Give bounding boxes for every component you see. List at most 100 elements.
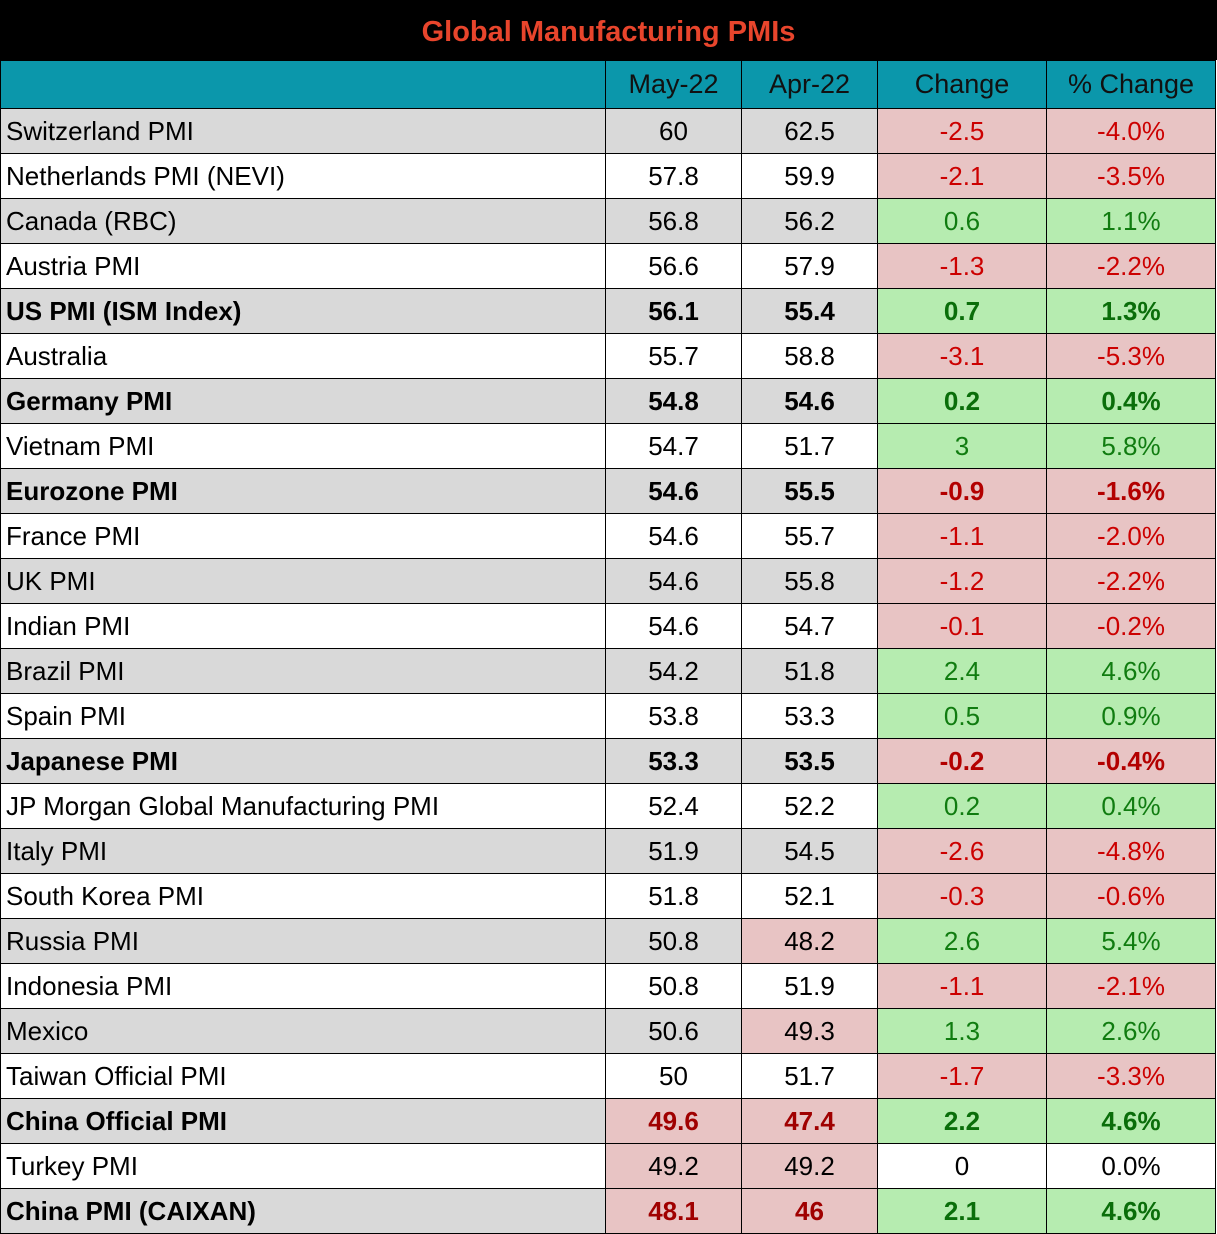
pct-change-cell: -0.4%: [1046, 738, 1216, 784]
change-cell: -3.1: [877, 333, 1047, 379]
may-value-cell: 56.1: [605, 288, 742, 334]
table-row: Japanese PMI 53.3 53.5 -0.2 -0.4%: [0, 738, 1216, 784]
pct-change-cell: 4.6%: [1046, 648, 1216, 694]
country-name-cell: Spain PMI: [0, 693, 606, 739]
country-name-cell: Indian PMI: [0, 603, 606, 649]
country-name-cell: US PMI (ISM Index): [0, 288, 606, 334]
pct-change-cell: 0.4%: [1046, 783, 1216, 829]
may-value-cell: 54.2: [605, 648, 742, 694]
may-value-cell: 53.8: [605, 693, 742, 739]
change-cell: 2.1: [877, 1188, 1047, 1234]
pct-change-cell: 0.0%: [1046, 1143, 1216, 1189]
change-cell: -1.1: [877, 963, 1047, 1009]
may-value-cell: 54.8: [605, 378, 742, 424]
country-name-cell: Indonesia PMI: [0, 963, 606, 1009]
apr-value-cell: 52.1: [741, 873, 878, 919]
change-cell: -1.7: [877, 1053, 1047, 1099]
country-name-cell: South Korea PMI: [0, 873, 606, 919]
apr-value-cell: 58.8: [741, 333, 878, 379]
apr-value-cell: 54.5: [741, 828, 878, 874]
apr-value-cell: 56.2: [741, 198, 878, 244]
change-cell: 2.2: [877, 1098, 1047, 1144]
may-value-cell: 54.6: [605, 603, 742, 649]
change-cell: -0.9: [877, 468, 1047, 514]
country-name-cell: Netherlands PMI (NEVI): [0, 153, 606, 199]
country-name-cell: Australia: [0, 333, 606, 379]
pct-change-cell: 4.6%: [1046, 1188, 1216, 1234]
table-row: US PMI (ISM Index) 56.1 55.4 0.7 1.3%: [0, 288, 1216, 334]
table-row: China PMI (CAIXAN) 48.1 46 2.1 4.6%: [0, 1188, 1216, 1234]
change-cell: 0.7: [877, 288, 1047, 334]
change-cell: 1.3: [877, 1008, 1047, 1054]
may-value-cell: 60: [605, 108, 742, 154]
change-cell: 3: [877, 423, 1047, 469]
pct-change-cell: -2.2%: [1046, 243, 1216, 289]
change-cell: -2.1: [877, 153, 1047, 199]
table-row: Mexico 50.6 49.3 1.3 2.6%: [0, 1008, 1216, 1054]
pct-change-cell: -4.0%: [1046, 108, 1216, 154]
country-name-cell: UK PMI: [0, 558, 606, 604]
pct-change-cell: -2.2%: [1046, 558, 1216, 604]
apr-value-cell: 59.9: [741, 153, 878, 199]
change-cell: -0.1: [877, 603, 1047, 649]
header-change: Change: [877, 60, 1047, 109]
may-value-cell: 57.8: [605, 153, 742, 199]
apr-value-cell: 55.4: [741, 288, 878, 334]
header-name: [0, 60, 606, 109]
may-value-cell: 54.6: [605, 558, 742, 604]
may-value-cell: 50.8: [605, 963, 742, 1009]
country-name-cell: Japanese PMI: [0, 738, 606, 784]
pct-change-cell: 0.9%: [1046, 693, 1216, 739]
table-row: Canada (RBC) 56.8 56.2 0.6 1.1%: [0, 198, 1216, 244]
pct-change-cell: 5.8%: [1046, 423, 1216, 469]
header-row: May-22 Apr-22 Change % Change: [0, 60, 1216, 109]
table-row: Turkey PMI 49.2 49.2 0 0.0%: [0, 1143, 1216, 1189]
table-row: Brazil PMI 54.2 51.8 2.4 4.6%: [0, 648, 1216, 694]
may-value-cell: 50: [605, 1053, 742, 1099]
country-name-cell: Austria PMI: [0, 243, 606, 289]
may-value-cell: 51.9: [605, 828, 742, 874]
may-value-cell: 49.6: [605, 1098, 742, 1144]
pct-change-cell: -2.0%: [1046, 513, 1216, 559]
may-value-cell: 52.4: [605, 783, 742, 829]
change-cell: -1.3: [877, 243, 1047, 289]
pct-change-cell: -0.6%: [1046, 873, 1216, 919]
country-name-cell: Germany PMI: [0, 378, 606, 424]
country-name-cell: JP Morgan Global Manufacturing PMI: [0, 783, 606, 829]
country-name-cell: Vietnam PMI: [0, 423, 606, 469]
country-name-cell: Taiwan Official PMI: [0, 1053, 606, 1099]
apr-value-cell: 51.7: [741, 1053, 878, 1099]
table-row: South Korea PMI 51.8 52.1 -0.3 -0.6%: [0, 873, 1216, 919]
country-name-cell: Brazil PMI: [0, 648, 606, 694]
table-row: Italy PMI 51.9 54.5 -2.6 -4.8%: [0, 828, 1216, 874]
table-row: Austria PMI 56.6 57.9 -1.3 -2.2%: [0, 243, 1216, 289]
change-cell: -0.2: [877, 738, 1047, 784]
pct-change-cell: -0.2%: [1046, 603, 1216, 649]
table-row: Australia 55.7 58.8 -3.1 -5.3%: [0, 333, 1216, 379]
apr-value-cell: 53.5: [741, 738, 878, 784]
may-value-cell: 49.2: [605, 1143, 742, 1189]
pct-change-cell: -3.5%: [1046, 153, 1216, 199]
may-value-cell: 50.6: [605, 1008, 742, 1054]
change-cell: 0.6: [877, 198, 1047, 244]
apr-value-cell: 51.9: [741, 963, 878, 1009]
may-value-cell: 53.3: [605, 738, 742, 784]
table-row: Indonesia PMI 50.8 51.9 -1.1 -2.1%: [0, 963, 1216, 1009]
country-name-cell: Mexico: [0, 1008, 606, 1054]
table-row: China Official PMI 49.6 47.4 2.2 4.6%: [0, 1098, 1216, 1144]
change-cell: -1.1: [877, 513, 1047, 559]
may-value-cell: 51.8: [605, 873, 742, 919]
apr-value-cell: 48.2: [741, 918, 878, 964]
pct-change-cell: 1.3%: [1046, 288, 1216, 334]
change-cell: 2.6: [877, 918, 1047, 964]
change-cell: 0.5: [877, 693, 1047, 739]
apr-value-cell: 52.2: [741, 783, 878, 829]
table-row: Spain PMI 53.8 53.3 0.5 0.9%: [0, 693, 1216, 739]
pct-change-cell: -5.3%: [1046, 333, 1216, 379]
table-row: UK PMI 54.6 55.8 -1.2 -2.2%: [0, 558, 1216, 604]
may-value-cell: 55.7: [605, 333, 742, 379]
may-value-cell: 48.1: [605, 1188, 742, 1234]
table-row: Germany PMI 54.8 54.6 0.2 0.4%: [0, 378, 1216, 424]
change-cell: 0: [877, 1143, 1047, 1189]
